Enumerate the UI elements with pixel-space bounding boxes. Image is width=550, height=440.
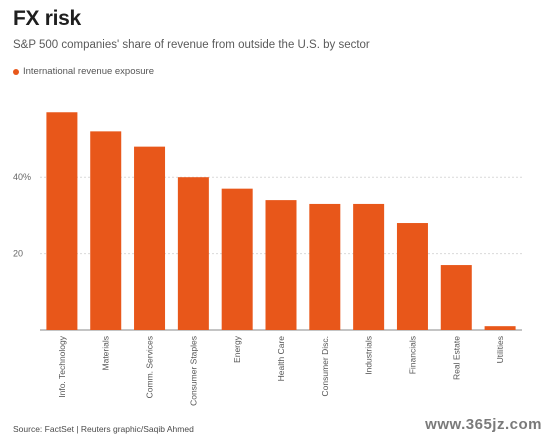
x-tick-label: Consumer Disc. xyxy=(320,336,330,396)
y-tick-label: 20 xyxy=(13,249,23,259)
bar xyxy=(134,146,166,330)
x-tick-label: Comm. Services xyxy=(145,336,155,398)
x-tick-label: Info. Technology xyxy=(57,335,67,397)
bar xyxy=(265,200,297,330)
bar xyxy=(353,203,385,330)
chart-title: FX risk xyxy=(13,7,81,30)
bar xyxy=(440,265,472,330)
bar xyxy=(90,131,122,330)
x-tick-label: Financials xyxy=(407,336,417,374)
x-tick-label: Energy xyxy=(232,335,242,363)
x-tick-label: Industrials xyxy=(364,336,374,375)
chart-subtitle: S&P 500 companies' share of revenue from… xyxy=(13,39,370,51)
legend-swatch xyxy=(13,68,19,75)
source-footer: Source: FactSet | Reuters graphic/Saqib … xyxy=(13,424,194,434)
x-tick-label: Materials xyxy=(101,336,111,370)
legend: International revenue exposure xyxy=(13,66,154,77)
x-tick-label: Health Care xyxy=(276,336,286,382)
legend-label: International revenue exposure xyxy=(23,66,154,77)
watermark: www.365jz.com xyxy=(425,416,542,433)
x-tick-label: Consumer Staples xyxy=(188,336,198,406)
y-tick-label: 40% xyxy=(13,172,31,182)
bar xyxy=(46,112,78,330)
bar xyxy=(484,326,516,330)
bar xyxy=(221,188,253,330)
bar xyxy=(396,223,428,330)
bar xyxy=(177,177,209,330)
x-tick-label: Utilities xyxy=(495,336,505,363)
bar xyxy=(309,203,341,330)
x-tick-label: Real Estate xyxy=(451,336,461,380)
